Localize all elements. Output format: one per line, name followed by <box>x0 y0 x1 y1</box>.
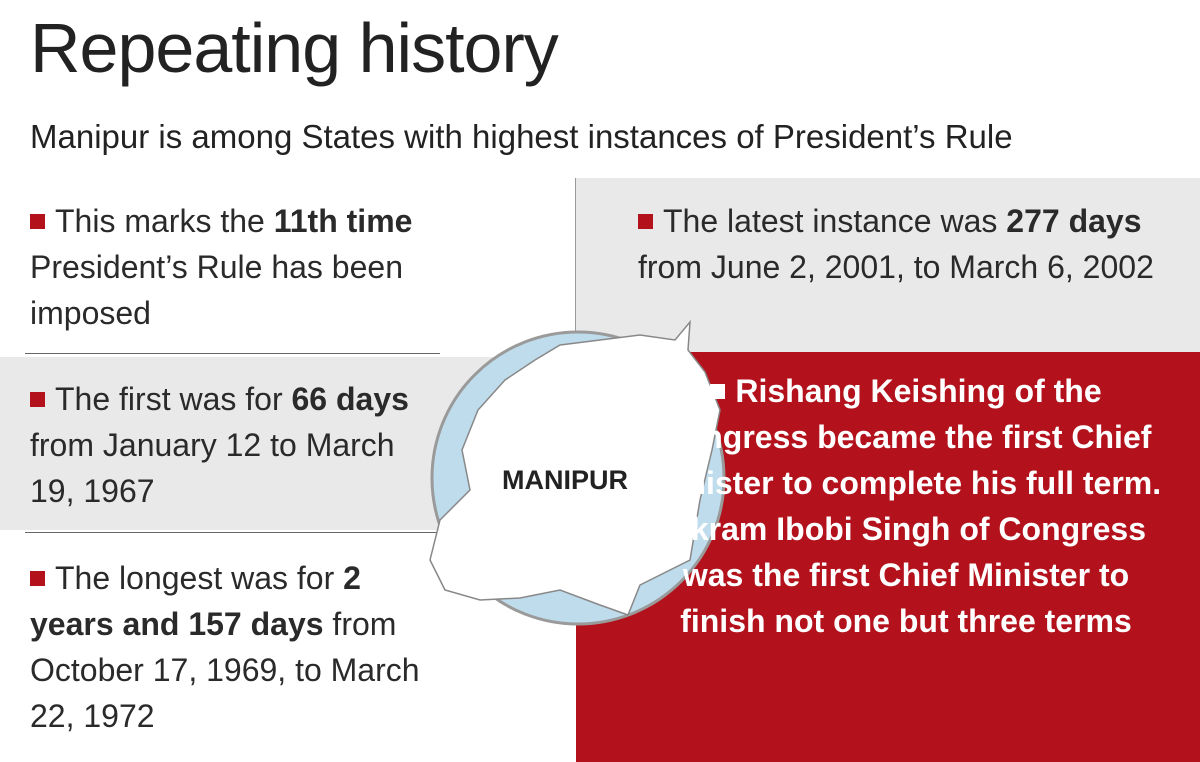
highlight: 66 days <box>291 381 409 417</box>
map-shape <box>429 319 721 616</box>
divider <box>25 532 440 533</box>
text: This marks the <box>55 203 274 239</box>
title: Repeating history <box>30 9 559 87</box>
text: Rishang Keishing of the Congress became … <box>650 373 1162 639</box>
fact: Rishang Keishing of the Congress became … <box>636 368 1176 644</box>
text: The longest was for <box>55 560 344 596</box>
fact: This marks the 11th time President’s Rul… <box>30 198 490 336</box>
divider <box>25 353 440 354</box>
highlight: 2 years and 157 days <box>30 560 361 642</box>
divider <box>575 178 576 352</box>
subtitle: Manipur is among States with highest ins… <box>30 118 1013 155</box>
highlight: 11th time <box>273 203 413 239</box>
highlight: 277 days <box>1006 203 1142 239</box>
fact: The latest instance was 277 days from Ju… <box>638 198 1158 290</box>
text: The latest instance was <box>663 203 1007 239</box>
text: The first was for <box>55 381 292 417</box>
text: President’s Rule has been imposed <box>30 249 403 331</box>
panel-bg <box>576 178 1200 352</box>
text: from June 2, 2001, to March 6, 2002 <box>638 249 1154 285</box>
map-label: MANIPUR <box>502 465 628 495</box>
text: from October 17, 1969, to March 22, 1972 <box>30 606 420 734</box>
fact: The longest was for 2 years and 157 days… <box>30 555 450 739</box>
fact: The first was for 66 days from January 1… <box>30 376 410 514</box>
text: from January 12 to March 19, 1967 <box>30 427 395 509</box>
